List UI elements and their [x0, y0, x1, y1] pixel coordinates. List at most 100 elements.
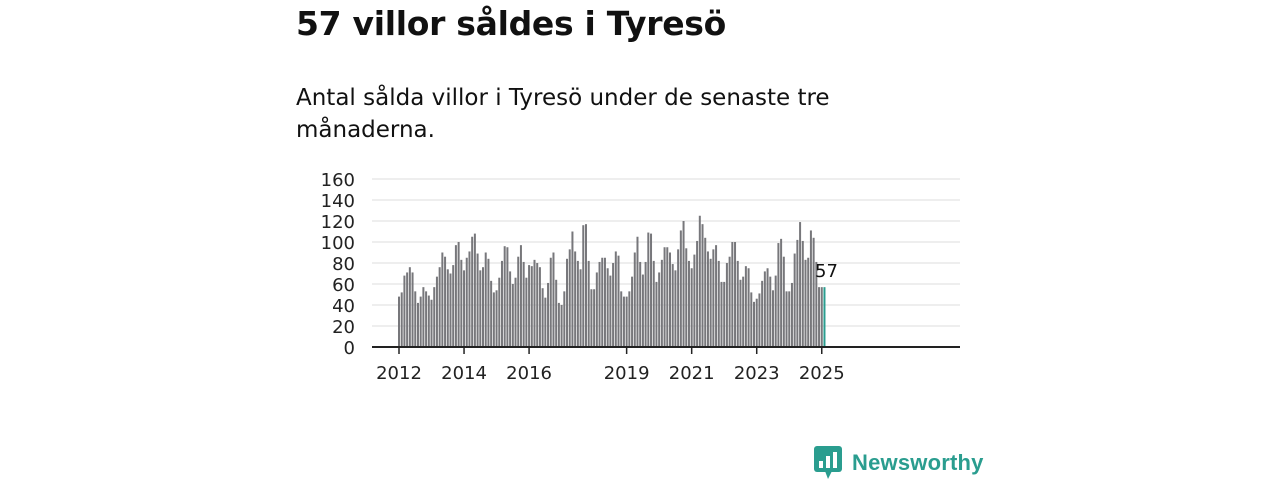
bar: [799, 222, 802, 347]
latest-value-label: 57: [815, 261, 838, 282]
bar: [788, 291, 791, 347]
bar: [416, 302, 419, 347]
bar: [457, 242, 460, 347]
bar: [398, 296, 400, 347]
bar: [771, 290, 774, 347]
bar: [525, 277, 528, 347]
bar: [712, 249, 715, 347]
bar: [595, 272, 598, 347]
bar: [617, 255, 620, 347]
bar: [503, 246, 506, 347]
bar: [796, 239, 799, 347]
bar: [804, 259, 807, 347]
bar-chart-speech-bubble-icon: [814, 446, 842, 479]
bar: [587, 260, 590, 347]
bar: [674, 270, 677, 347]
bar: [422, 287, 425, 347]
bar: [758, 293, 761, 347]
bar: [509, 271, 512, 347]
bar: [666, 247, 669, 347]
bar: [622, 296, 625, 347]
bar: [723, 281, 726, 347]
bar: [514, 277, 517, 347]
bar: [444, 256, 447, 347]
bar: [609, 275, 612, 347]
bar-highlight: [823, 287, 826, 347]
bar: [753, 301, 756, 347]
y-tick-label: 60: [332, 275, 355, 296]
bar: [606, 268, 609, 347]
bar: [435, 276, 438, 347]
bar: [750, 292, 753, 347]
x-tick-label: 2012: [376, 363, 422, 384]
bar: [536, 263, 539, 347]
page-title: 57 villor såldes i Tyresö: [296, 4, 727, 43]
bar: [566, 258, 569, 347]
bar: [465, 257, 468, 347]
bar: [574, 251, 577, 347]
bar: [555, 279, 558, 347]
bar: [650, 233, 653, 347]
bar: [463, 270, 466, 347]
bar: [736, 260, 739, 347]
bar: [557, 302, 560, 347]
bar: [734, 242, 737, 347]
bar: [696, 240, 699, 347]
bar: [785, 291, 788, 347]
chart-subtitle: Antal sålda villor i Tyresö under de sen…: [296, 85, 830, 143]
bar: [655, 281, 658, 347]
bar: [484, 252, 487, 347]
y-tick-label: 160: [321, 170, 355, 191]
bar: [715, 245, 718, 347]
x-tick-label: 2025: [799, 363, 845, 384]
bar: [454, 245, 457, 347]
bar: [682, 221, 685, 347]
bar: [479, 270, 482, 347]
bar: [747, 268, 750, 347]
bar: [495, 290, 498, 347]
bar: [671, 264, 674, 347]
y-tick-label: 20: [332, 317, 355, 338]
bar: [742, 276, 745, 347]
bar: [704, 237, 707, 347]
bar: [701, 224, 704, 347]
bar: [517, 256, 520, 347]
bar: [547, 282, 550, 347]
bar: [433, 287, 436, 347]
bar: [576, 260, 579, 347]
bar: [720, 281, 723, 347]
bar: [663, 247, 666, 347]
bar: [815, 261, 818, 347]
x-tick-label: 2019: [604, 363, 650, 384]
bar: [522, 261, 525, 347]
bar: [476, 253, 479, 347]
bar: [541, 288, 544, 347]
bar: [482, 267, 485, 347]
bar: [744, 266, 747, 347]
bar: [490, 280, 493, 347]
bar: [430, 299, 433, 347]
bar: [601, 257, 604, 347]
bar: [669, 252, 671, 347]
bar: [628, 291, 631, 347]
bar: [620, 291, 623, 347]
bar: [677, 249, 680, 347]
y-tick-label: 80: [332, 254, 355, 275]
bar: [500, 260, 503, 347]
bar: [706, 251, 709, 347]
bar: [652, 260, 655, 347]
bar: [411, 272, 414, 347]
bar: [812, 237, 815, 347]
bar: [763, 271, 766, 347]
bar: [419, 296, 422, 347]
bar: [761, 280, 764, 347]
bar: [717, 260, 720, 347]
bar: [408, 267, 411, 347]
bar: [728, 256, 731, 347]
bar: [658, 272, 661, 347]
bar: [693, 254, 696, 347]
bar: [820, 287, 823, 347]
x-axis-ticks: 2012 2014 2016 2019 2021 2023 2025: [376, 347, 845, 384]
bar: [425, 291, 428, 347]
